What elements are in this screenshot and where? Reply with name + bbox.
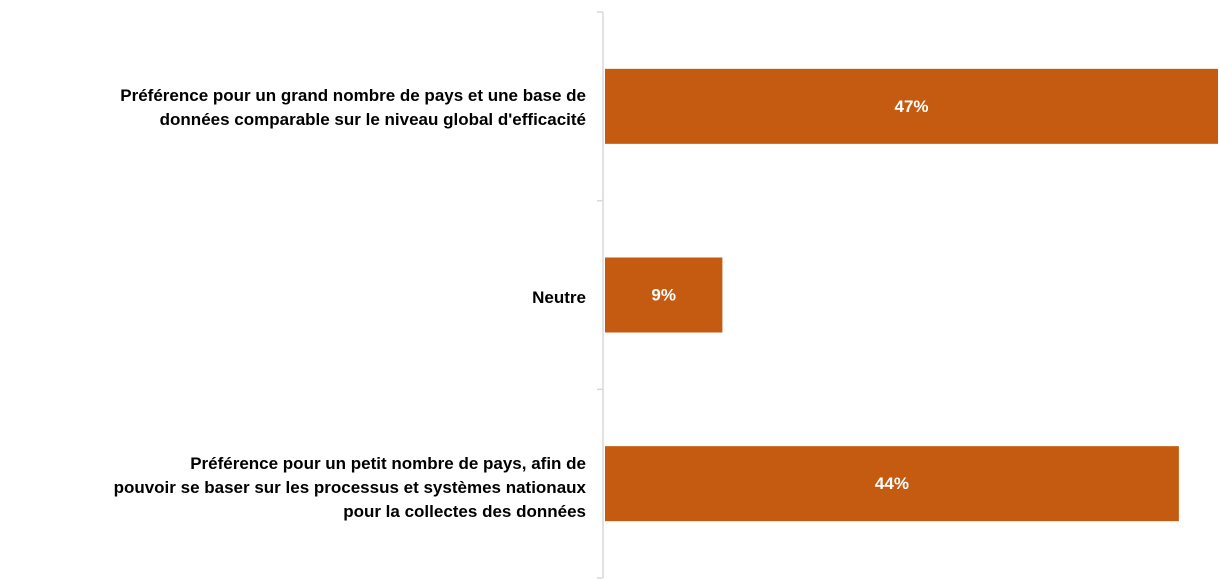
- category-label: Neutre: [532, 288, 586, 307]
- data-label: 44%: [875, 474, 909, 493]
- category-label: Préférence pour un grand nombre de pays …: [120, 86, 586, 129]
- category-label: Préférence pour un petit nombre de pays,…: [113, 454, 586, 521]
- data-label: 47%: [894, 97, 928, 116]
- data-label: 9%: [651, 286, 676, 305]
- bar: [605, 68, 1218, 144]
- bar: [605, 446, 1179, 522]
- bar: [605, 257, 723, 333]
